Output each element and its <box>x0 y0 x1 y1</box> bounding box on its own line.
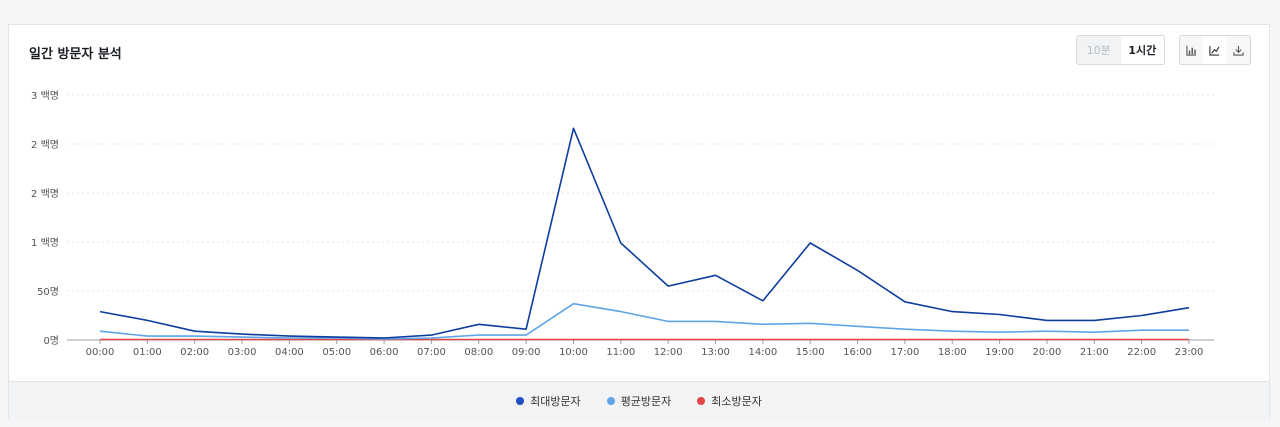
x-tick-label: 03:00 <box>228 347 257 358</box>
y-tick-label: 2 백명 <box>31 139 59 151</box>
x-tick-label: 08:00 <box>464 347 493 358</box>
legend-dot-min <box>697 397 706 405</box>
legend-dot-avg <box>606 397 615 405</box>
legend-label-min: 최소방문자 <box>711 395 762 408</box>
x-tick-label: 05:00 <box>322 347 351 358</box>
chart-legend: 최대방문자 평균방문자 최소방문자 <box>9 381 1269 420</box>
x-tick-label: 02:00 <box>180 347 209 358</box>
y-tick-label: 50명 <box>37 286 59 298</box>
x-tick-label: 07:00 <box>417 347 446 358</box>
download-icon <box>1233 45 1244 56</box>
y-tick-label: 2 백명 <box>31 188 59 200</box>
interval-toggle: 10분 1시간 <box>1076 35 1165 65</box>
x-tick-label: 01:00 <box>133 347 162 358</box>
chart-tools <box>1179 35 1251 65</box>
x-tick-label: 17:00 <box>890 347 919 358</box>
download-button[interactable] <box>1226 36 1250 64</box>
x-tick-label: 13:00 <box>701 347 730 358</box>
card-title: 일간 방문자 분석 <box>29 47 122 62</box>
interval-1hour-button[interactable]: 1시간 <box>1120 36 1164 64</box>
x-tick-label: 20:00 <box>1033 347 1062 358</box>
bar-chart-button[interactable] <box>1180 36 1204 64</box>
x-tick-label: 22:00 <box>1127 347 1156 358</box>
x-tick-label: 18:00 <box>938 347 967 358</box>
legend-item-max[interactable]: 최대방문자 <box>516 393 581 409</box>
legend-label-avg: 평균방문자 <box>620 395 672 408</box>
chart-area: 0명 50명 1 백명 2 백명 2 백명 3 백명 00:00 01:00 02:00 03:0… <box>9 85 1269 385</box>
x-tick-label: 10:00 <box>559 347 588 358</box>
legend-dot-max <box>516 397 525 405</box>
x-tick-label: 16:00 <box>843 347 872 358</box>
daily-visitor-card: 일간 방문자 분석 10분 1시간 0명 50명 1 백 <box>8 24 1270 420</box>
x-tick-label: 15:00 <box>796 347 825 358</box>
y-tick-label: 3 백명 <box>31 90 59 102</box>
interval-10min-button[interactable]: 10분 <box>1077 36 1121 64</box>
x-tick-label: 21:00 <box>1080 347 1109 358</box>
x-tick-label: 06:00 <box>370 347 399 358</box>
legend-item-avg[interactable]: 평균방문자 <box>606 393 672 409</box>
x-tick-label: 09:00 <box>512 347 541 358</box>
x-tick-label: 11:00 <box>606 347 635 358</box>
x-tick-label: 04:00 <box>275 347 304 358</box>
bar-chart-icon <box>1186 45 1197 56</box>
series-line-1 <box>99 302 1189 340</box>
x-tick-label: 19:00 <box>985 347 1014 358</box>
x-tick-label: 14:00 <box>748 347 777 358</box>
legend-item-min[interactable]: 최소방문자 <box>697 393 762 409</box>
legend-label-max: 최대방문자 <box>530 395 581 408</box>
x-tick-label: 12:00 <box>654 347 683 358</box>
line-chart-icon <box>1209 45 1221 56</box>
visitor-line-chart: 0명 50명 1 백명 2 백명 2 백명 3 백명 00:00 01:00 02:00 03:0… <box>31 90 1214 358</box>
line-chart-button[interactable] <box>1203 36 1227 64</box>
x-tick-label: 23:00 <box>1175 347 1204 358</box>
x-tick-label: 00:00 <box>86 347 115 358</box>
y-tick-label: 0명 <box>43 335 59 347</box>
y-tick-label: 1 백명 <box>31 237 59 249</box>
series-line-0 <box>99 127 1190 339</box>
